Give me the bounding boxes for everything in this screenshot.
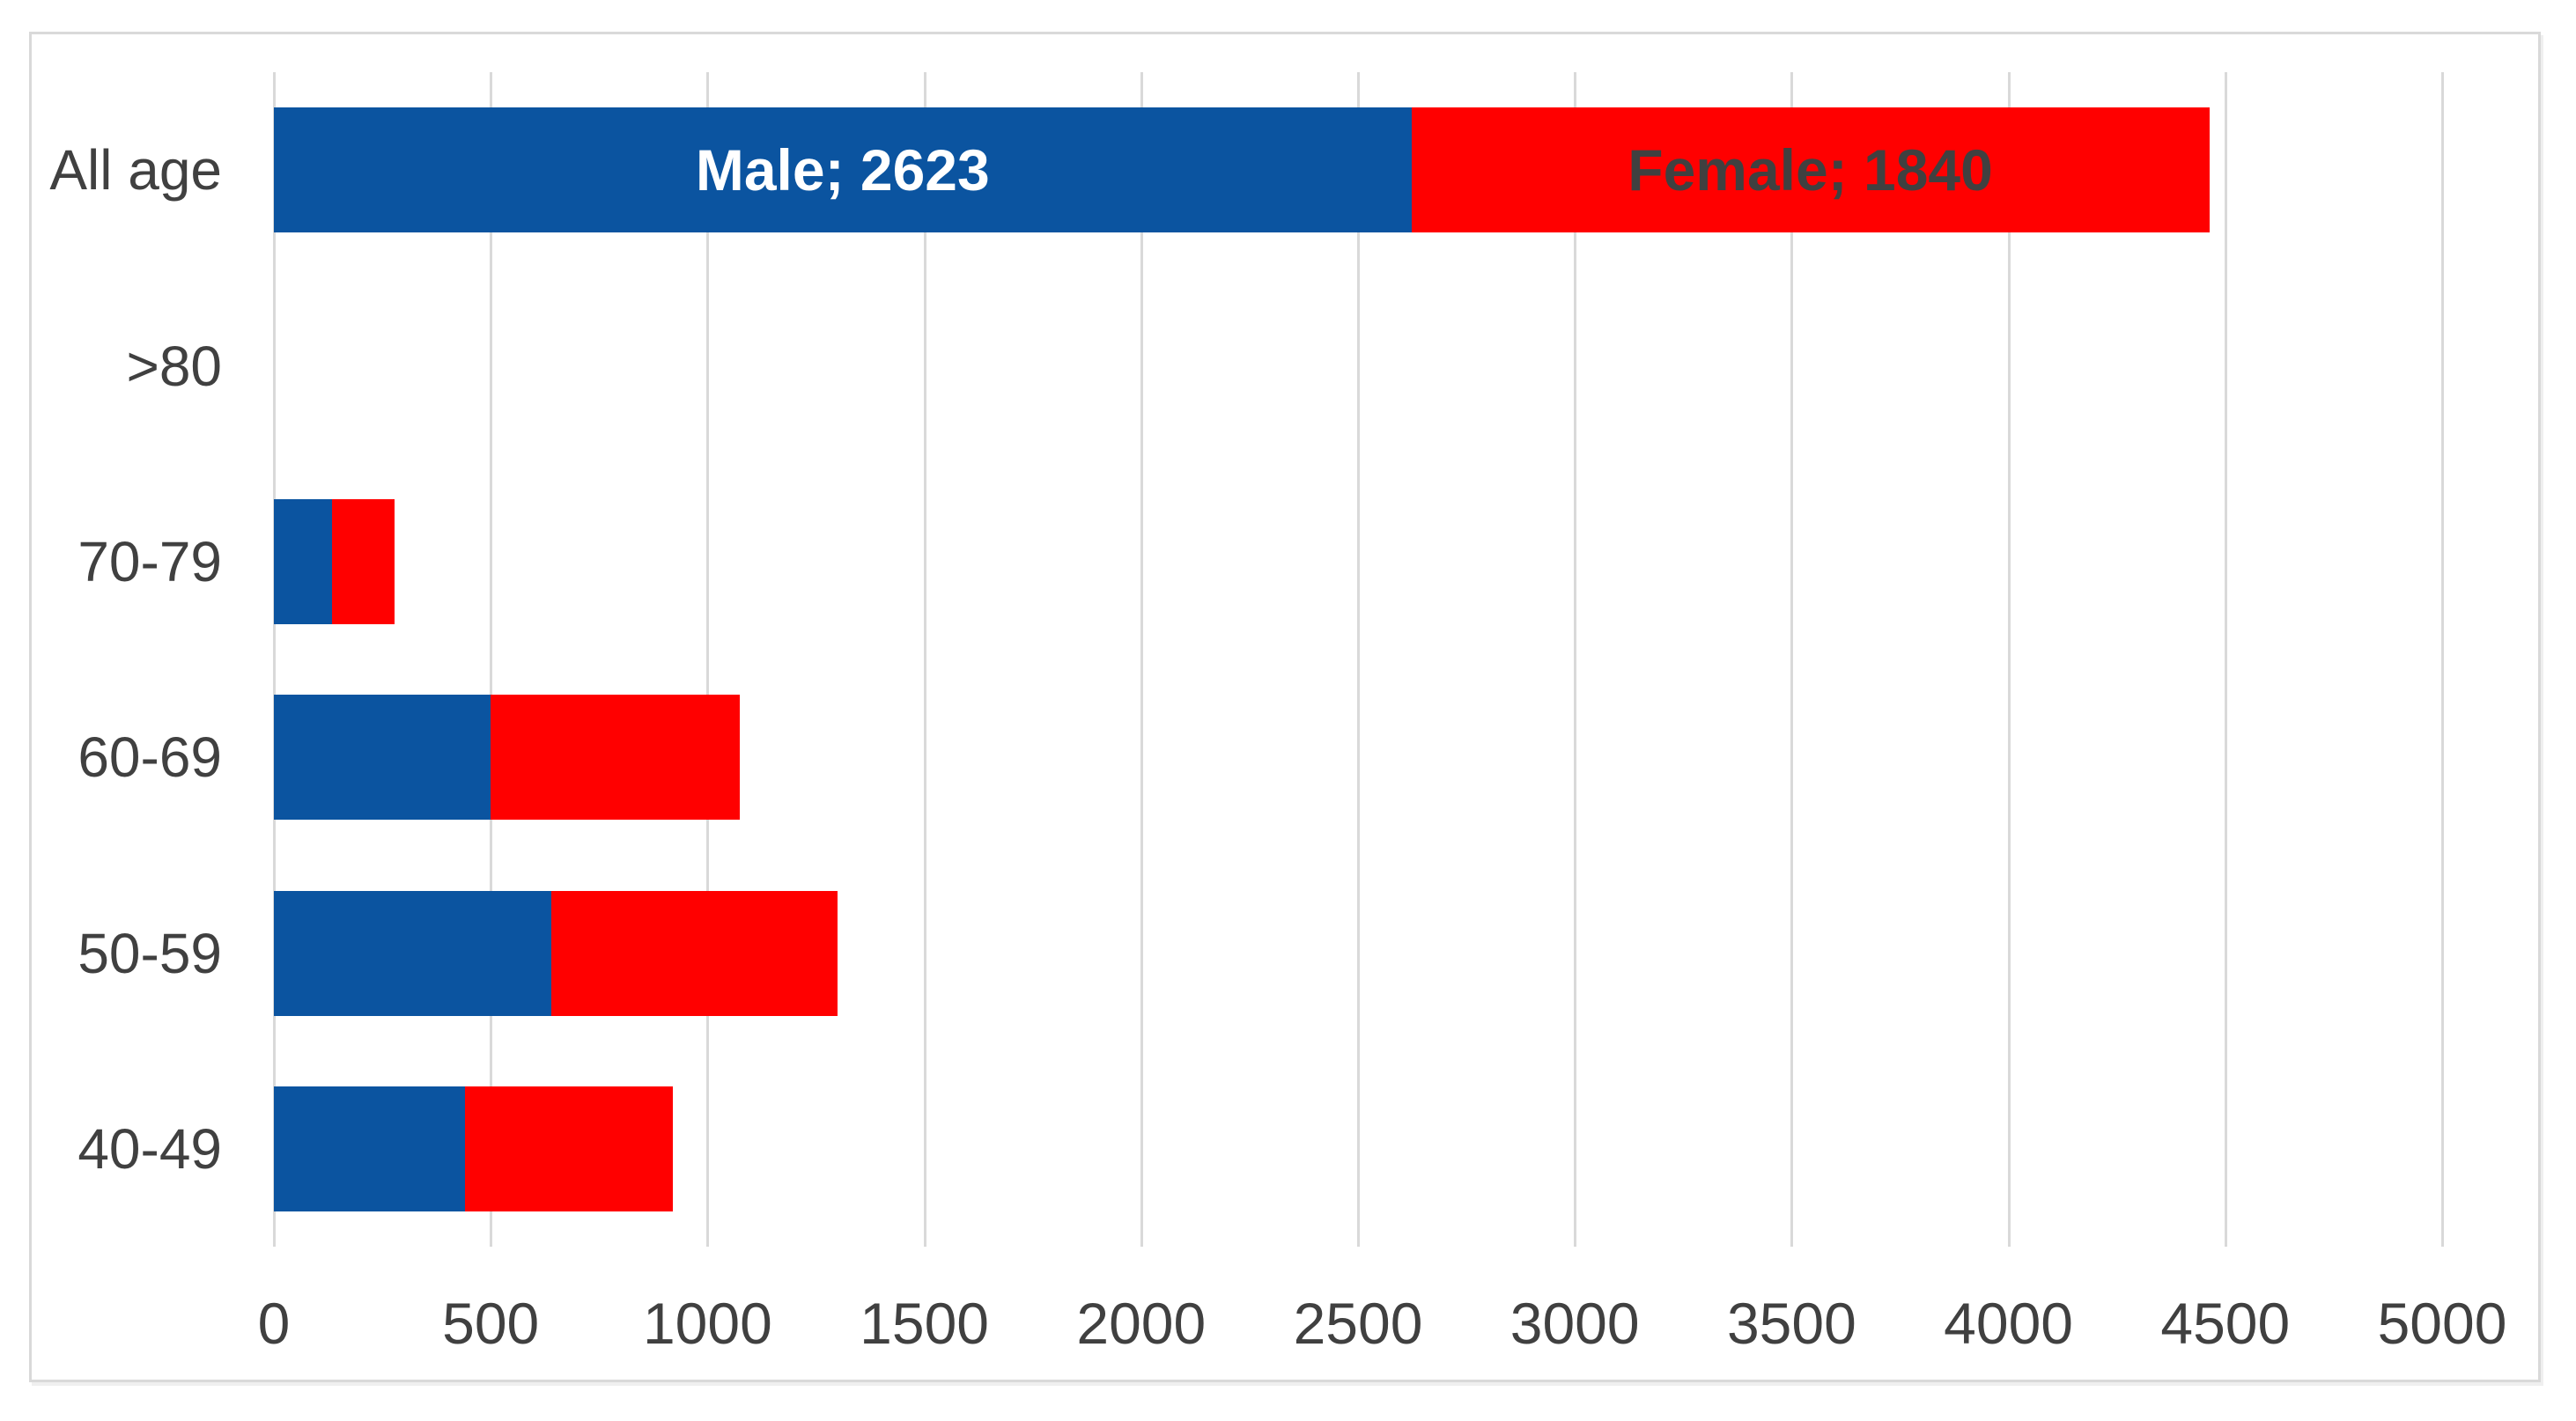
gridline-x-500 [490,72,493,1247]
bar-female-50-59 [551,890,838,1016]
bar-female-all-age [1411,107,2210,233]
bar-male-60-69 [274,695,491,821]
gridline-x-1500 [923,72,926,1247]
x-tick-label-500: 500 [442,1291,540,1356]
category-label-40-49: 40-49 [78,1116,222,1181]
x-tick-label-3000: 3000 [1509,1291,1640,1356]
category-label-70-79: 70-79 [78,529,222,593]
x-tick-label-5000: 5000 [2377,1291,2507,1356]
x-tick-label-4000: 4000 [1944,1291,2073,1356]
gridline-x-5000 [2441,72,2444,1247]
data-label-female: Female; 1840 [1628,137,1993,203]
category-label-80: >80 [126,334,222,398]
gridline-x-1000 [706,72,710,1247]
gridline-x-4000 [2007,72,2011,1247]
category-label-all-age: All age [49,138,222,202]
x-tick-label-0: 0 [257,1291,291,1356]
x-tick-label-4500: 4500 [2160,1291,2291,1356]
bar-male-40-49 [274,1086,465,1211]
data-label-male: Male; 2623 [695,137,990,203]
gridline-x-3000 [1574,72,1577,1247]
bar-female-40-49 [464,1086,673,1211]
gridline-x-2000 [1140,72,1143,1247]
x-tick-label-1000: 1000 [642,1291,772,1356]
bar-female-70-79 [332,498,395,624]
gridline-x-3500 [1790,72,1794,1247]
x-tick-label-1500: 1500 [860,1291,989,1356]
category-label-50-59: 50-59 [78,921,222,985]
bar-female-60-69 [491,695,741,821]
gridline-x-2500 [1357,72,1360,1247]
x-tick-label-3500: 3500 [1726,1291,1856,1356]
bar-male-50-59 [274,890,552,1016]
bar-male-all-age [274,107,1412,233]
bar-male-70-79 [274,498,333,624]
x-tick-label-2000: 2000 [1076,1291,1207,1356]
gridline-x-4500 [2224,72,2227,1247]
category-label-60-69: 60-69 [78,725,222,790]
plot-area [273,72,2444,1247]
gridline-x-0 [273,72,276,1247]
x-tick-label-2500: 2500 [1293,1291,1423,1356]
